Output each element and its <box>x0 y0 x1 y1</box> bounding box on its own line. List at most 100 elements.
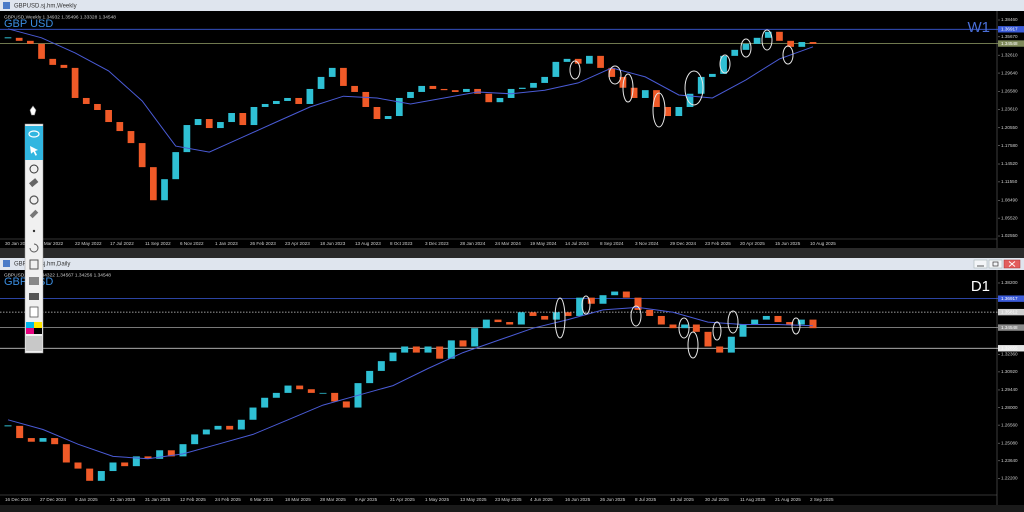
color-black[interactable] <box>34 328 42 334</box>
ellipse <box>554 297 566 339</box>
candle <box>474 88 481 94</box>
x-tick-label: 27 Dec 2024 <box>40 497 66 502</box>
ellipse <box>608 65 622 85</box>
candle <box>331 392 339 402</box>
stamp-tool[interactable] <box>29 277 39 285</box>
candle <box>787 40 794 47</box>
ellipse <box>622 73 634 103</box>
candle <box>681 324 689 329</box>
y-tick-label: 1.05520 <box>1001 215 1018 220</box>
ellipse <box>630 305 642 327</box>
x-tick-label: 14 Jul 2024 <box>565 241 589 246</box>
restore-button[interactable] <box>988 259 1003 269</box>
candle <box>530 82 537 88</box>
level-label: 1.36917 <box>1001 27 1018 32</box>
crosshair-tool[interactable] <box>29 164 39 174</box>
x-tick-label: 21 Jan 2025 <box>110 497 136 502</box>
annotations <box>554 29 801 359</box>
ruler-tool[interactable] <box>29 209 39 219</box>
x-tick-label: 24 Mar 2024 <box>495 241 521 246</box>
candle <box>686 93 694 107</box>
x-tick-label: 1 May 2025 <box>425 497 449 502</box>
title-bar <box>0 0 1024 11</box>
pen-icon[interactable] <box>29 105 37 116</box>
candle <box>214 425 222 430</box>
y-tick-label: 1.38460 <box>1001 17 1018 22</box>
candle <box>366 370 374 384</box>
candle <box>39 438 47 442</box>
x-tick-label: 23 Feb 2025 <box>705 241 731 246</box>
x-tick-label: 19 May 2024 <box>530 241 557 246</box>
candle <box>15 37 23 41</box>
candle <box>121 462 129 467</box>
clipboard-tool[interactable] <box>29 306 39 318</box>
y-tick-label: 1.35670 <box>1001 34 1018 39</box>
moving-average <box>7 28 814 153</box>
color-yellow[interactable] <box>34 322 42 328</box>
candle <box>261 103 269 107</box>
candle <box>506 322 514 325</box>
level-label: 1.34548 <box>1001 41 1018 46</box>
candle <box>172 152 180 180</box>
color-cyan[interactable] <box>26 322 34 328</box>
minimize-button[interactable] <box>973 259 988 269</box>
candle <box>809 319 817 329</box>
level-tag <box>998 26 1024 33</box>
candle <box>641 90 649 98</box>
y-tick-label: 1.25080 <box>1001 440 1018 445</box>
candle <box>407 91 414 98</box>
candle <box>373 106 381 120</box>
timeframe-label: W1 <box>968 19 991 36</box>
trash-tool[interactable] <box>29 259 39 270</box>
dot-tool[interactable] <box>32 229 36 233</box>
chart-info: GBPUSD,Daily 1.34322 1.34567 1.34256 1.3… <box>4 272 111 278</box>
x-tick-label: 20 Apr 2025 <box>740 241 765 246</box>
candle <box>611 291 619 296</box>
candle <box>351 85 358 92</box>
x-tick-label: 16 Jun 2025 <box>565 497 591 502</box>
candle <box>132 456 140 467</box>
x-tick-label: 11 Sep 2022 <box>145 241 171 246</box>
x-tick-label: 2 Sep 2025 <box>810 497 834 502</box>
candle <box>306 88 314 104</box>
candle <box>809 42 817 44</box>
candle <box>295 97 303 104</box>
candle <box>384 116 392 120</box>
candle <box>272 100 280 104</box>
camera-tool[interactable] <box>29 293 39 300</box>
candle <box>205 119 213 129</box>
level-label: 1.36917 <box>1001 296 1018 301</box>
circle-tool[interactable] <box>29 195 39 205</box>
eye-tool[interactable] <box>28 130 40 138</box>
candle <box>742 43 750 50</box>
candle <box>697 76 705 94</box>
color-gray[interactable] <box>26 336 42 351</box>
y-tick-label: 1.28000 <box>1001 405 1018 410</box>
x-tick-label: 17 Jul 2022 <box>110 241 134 246</box>
ellipse <box>740 38 752 58</box>
candle <box>664 106 672 117</box>
ellipse <box>727 310 739 334</box>
eraser-tool[interactable] <box>29 178 39 188</box>
candle <box>436 346 444 359</box>
candle <box>597 55 604 68</box>
window-icon <box>3 260 10 267</box>
color-magenta[interactable] <box>26 328 34 334</box>
candle <box>797 319 805 325</box>
undo-tool[interactable] <box>29 243 39 253</box>
candle <box>27 438 35 442</box>
candle <box>675 106 683 117</box>
candle <box>167 450 175 457</box>
candle <box>296 385 304 390</box>
candle <box>599 295 607 304</box>
y-tick-label: 1.29440 <box>1001 387 1018 392</box>
cursor-tool[interactable] <box>30 146 38 156</box>
y-tick-label: 1.29640 <box>1001 70 1018 75</box>
candle <box>463 88 470 92</box>
candle <box>587 297 595 304</box>
candle <box>16 425 24 439</box>
x-tick-label: 18 Jul 2025 <box>670 497 694 502</box>
toolbar <box>24 105 44 354</box>
x-tick-label: 30 Jan 2022 <box>5 241 31 246</box>
candle <box>51 438 59 445</box>
